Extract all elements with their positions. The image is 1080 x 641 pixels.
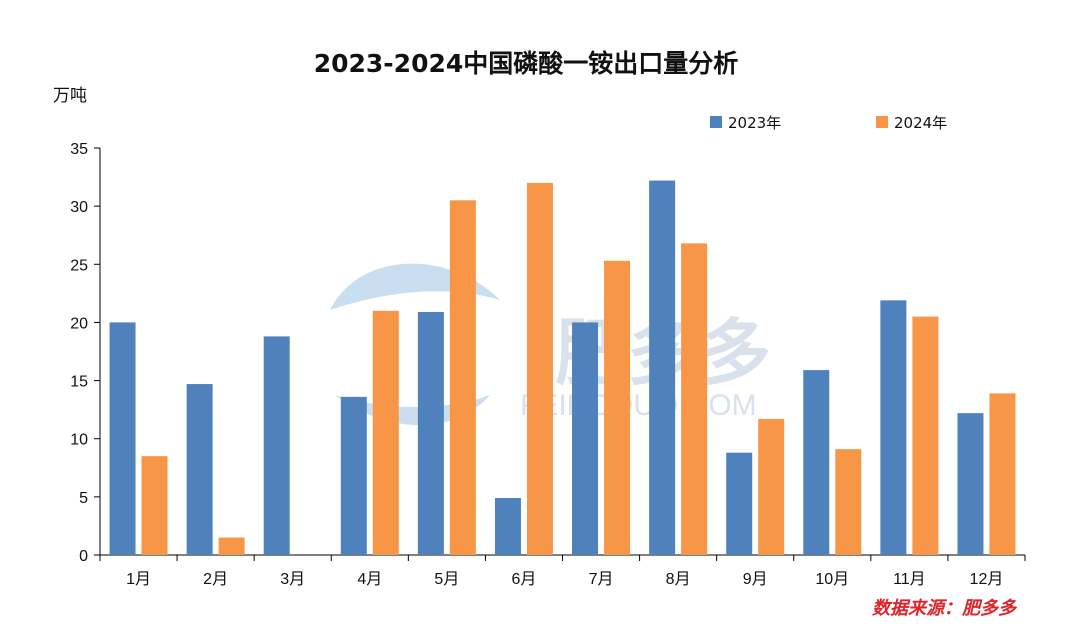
bar-2023年-1月 — [109, 322, 136, 555]
data-source-label: 数据来源：肥多多 — [872, 598, 1018, 619]
y-axis-ticks: 0 5 10 15 20 25 30 35 — [70, 141, 100, 565]
x-axis-ticks: 1月 2月 3月 4月 5月 6月 7月 8月 9月 10月 11月 12月 — [99, 555, 1026, 588]
y-tick-label: 15 — [70, 374, 88, 391]
x-tick-label: 4月 — [357, 571, 382, 588]
bar-2024年-11月 — [912, 316, 939, 555]
y-tick-label: 10 — [70, 432, 88, 449]
x-tick-label: 5月 — [434, 571, 459, 588]
bar-2023年-11月 — [880, 300, 907, 555]
legend-swatch-2023 — [710, 116, 722, 128]
bars — [109, 180, 1016, 556]
y-tick-label: 30 — [70, 199, 88, 216]
bar-2023年-3月 — [263, 336, 290, 555]
bar-2024年-9月 — [758, 418, 785, 555]
bar-2023年-10月 — [803, 370, 830, 555]
x-tick-label: 8月 — [666, 571, 691, 588]
x-tick-label: 2月 — [203, 571, 228, 588]
bar-2024年-5月 — [449, 200, 476, 556]
x-tick-label: 1月 — [126, 571, 151, 588]
x-tick-label: 10月 — [815, 571, 849, 588]
bar-2024年-10月 — [835, 449, 862, 555]
x-tick-label: 3月 — [280, 571, 305, 588]
legend-swatch-2024 — [876, 116, 888, 128]
y-tick-label: 5 — [79, 490, 88, 507]
x-tick-label: 11月 — [893, 571, 926, 588]
legend-label-2023: 2023年 — [728, 114, 781, 132]
x-tick-label: 12月 — [970, 571, 1004, 588]
chart-title: 2023-2024中国磷酸一铵出口量分析 — [314, 49, 739, 78]
bar-2023年-9月 — [726, 452, 753, 555]
y-tick-label: 0 — [79, 548, 88, 565]
bar-2024年-2月 — [218, 537, 245, 555]
bar-2023年-7月 — [572, 322, 599, 555]
legend-label-2024: 2024年 — [894, 114, 947, 132]
bar-2024年-12月 — [989, 393, 1016, 555]
y-axis-unit-label: 万吨 — [53, 86, 87, 106]
y-tick-label: 20 — [70, 315, 88, 332]
bar-2023年-8月 — [649, 180, 676, 555]
x-tick-label: 6月 — [512, 571, 537, 588]
bar-2023年-4月 — [340, 396, 367, 555]
y-tick-label: 25 — [70, 257, 88, 274]
legend: 2023年 2024年 — [710, 114, 947, 132]
bar-2024年-6月 — [526, 182, 553, 555]
bar-2023年-5月 — [417, 311, 444, 555]
bar-2023年-6月 — [494, 498, 521, 555]
x-tick-label: 9月 — [743, 571, 768, 588]
bar-2024年-1月 — [141, 456, 168, 555]
bar-2024年-8月 — [681, 243, 708, 555]
bar-2023年-2月 — [186, 384, 213, 555]
bar-2024年-4月 — [372, 310, 399, 555]
bar-2023年-12月 — [957, 413, 984, 555]
bar-2024年-7月 — [604, 260, 631, 555]
watermark-domain: FEIDODUO.COM — [520, 389, 757, 422]
y-tick-label: 35 — [70, 141, 88, 158]
x-tick-label: 7月 — [589, 571, 614, 588]
